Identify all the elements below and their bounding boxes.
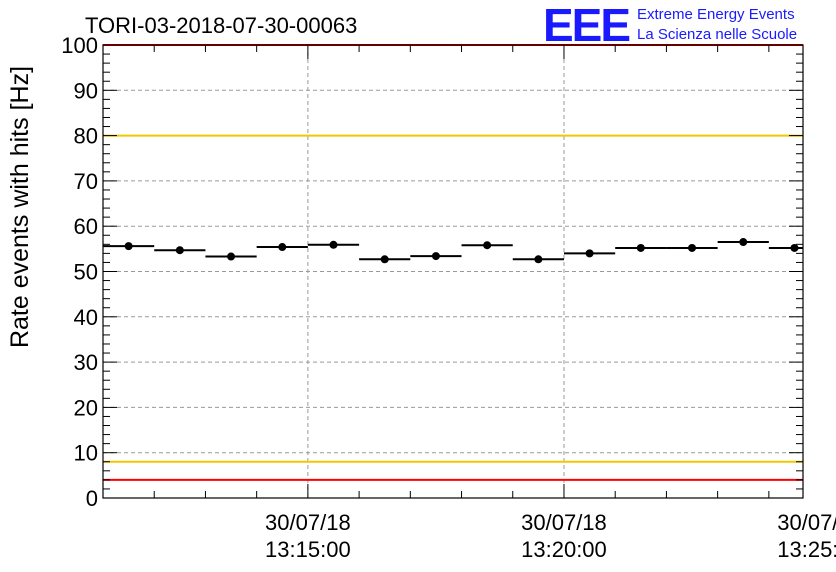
y-tick-label: 0 [86,486,98,511]
data-point [739,238,748,247]
y-axis-title: Rate events with hits [Hz] [6,66,34,348]
x-tick-label-date: 30/07/18 [777,510,836,535]
data-point [636,243,645,252]
data-point [585,249,594,258]
x-tick-label-time: 13:25:00 [777,537,836,562]
data-point [688,243,697,252]
data-point [483,241,492,250]
reference-lines [103,44,803,481]
y-tick-label: 100 [61,33,98,58]
data-point [124,242,133,251]
eee-logo: EEE Extreme Energy Events La Scienza nel… [543,0,797,51]
y-tick-label: 70 [74,169,98,194]
grid [103,45,803,498]
y-tick-label: 50 [74,260,98,285]
data-point [790,243,799,252]
data-point [380,255,389,264]
y-tick-label: 30 [74,350,98,375]
y-tick-label: 80 [74,124,98,149]
data-point [227,252,236,261]
logo-eee-text: EEE [543,0,629,51]
y-tick-label: 20 [74,395,98,420]
axes: 010203040506070809010030/07/1813:15:0030… [61,33,836,562]
x-tick-label-date: 30/07/18 [265,510,351,535]
y-tick-label: 90 [74,78,98,103]
x-tick-label-time: 13:20:00 [521,537,607,562]
y-tick-label: 60 [74,214,98,239]
data-point [175,246,184,255]
data-series [103,238,803,264]
x-tick-label-time: 13:15:00 [265,537,351,562]
chart-title: TORI-03-2018-07-30-00063 [85,13,357,38]
data-point [431,252,440,261]
logo-line-2: La Scienza nelle Scuole [637,26,797,43]
x-tick-label-date: 30/07/18 [521,510,607,535]
y-tick-label: 10 [74,441,98,466]
y-tick-label: 40 [74,305,98,330]
data-point [534,255,543,264]
data-point [329,240,338,249]
logo-line-1: Extreme Energy Events [637,6,795,23]
data-point [278,243,287,252]
